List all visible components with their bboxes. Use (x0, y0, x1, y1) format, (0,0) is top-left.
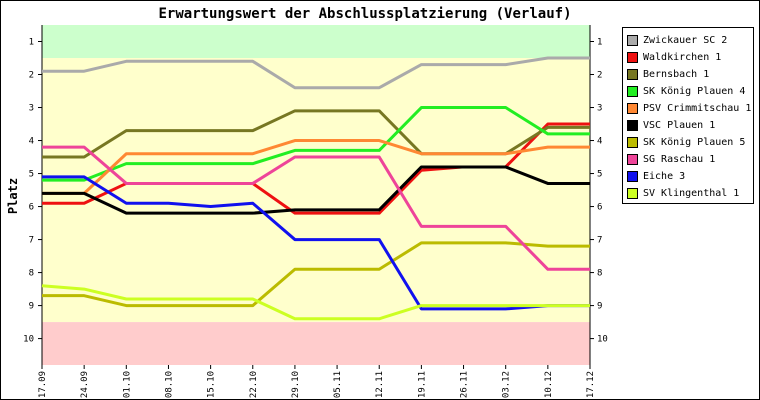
legend-label: Eiche 3 (643, 171, 686, 182)
x-tick-label: 08.10 (164, 371, 174, 398)
legend-item: Bernsbach 1 (627, 66, 709, 83)
legend-swatch (627, 35, 638, 46)
x-tick-label: 12.11 (375, 371, 385, 398)
legend-label: SG Raschau 1 (643, 154, 716, 165)
y-tick-label-right: 6 (597, 203, 602, 213)
y-axis-label: Platz (6, 178, 20, 214)
x-tick-label: 17.09 (38, 371, 48, 398)
x-tick-label: 24.09 (80, 371, 90, 398)
series-lines (41, 56, 590, 321)
plot-background (42, 25, 590, 365)
x-tick-label: 15.10 (207, 371, 217, 398)
band-0 (42, 25, 590, 59)
legend-swatch (627, 86, 638, 97)
legend-swatch (627, 52, 638, 63)
series-line-9 (41, 284, 590, 321)
x-tick-label: 26.11 (460, 371, 470, 398)
y-tick-label-left: 2 (29, 71, 34, 81)
x-tick-label: 03.12 (502, 371, 512, 398)
legend-label: SV Klingenthal 1 (643, 188, 740, 199)
x-tick-label: 17.12 (586, 371, 596, 398)
legend-item: SK König Plauen 5 (627, 134, 745, 151)
series-line-7 (42, 145, 590, 271)
band-2 (42, 322, 590, 365)
legend-label: Zwickauer SC 2 (643, 35, 728, 46)
y-tick-label-right: 3 (597, 104, 602, 114)
y-tick-label-left: 4 (29, 137, 34, 147)
legend-swatch (627, 69, 638, 80)
legend-item: SG Raschau 1 (627, 151, 715, 168)
legend-item: Zwickauer SC 2 (627, 32, 727, 49)
y-tick-label-left: 1 (29, 38, 34, 48)
y-tick-label-right: 2 (597, 71, 602, 81)
y-tick-label-left: 7 (29, 236, 34, 246)
legend-item: SV Klingenthal 1 (627, 185, 739, 202)
band-1 (42, 58, 590, 323)
axes: 1 1 2 2 3 3 4 4 5 5 6 6 7 7 8 8 9 9 10 10 17.09 24.09 01.10 08.… (23, 25, 608, 398)
legend-label: SK König Plauen 5 (643, 137, 746, 148)
y-tick-label-right: 8 (597, 269, 602, 279)
legend-label: Waldkirchen 1 (643, 52, 722, 63)
x-tick-label: 29.10 (291, 371, 301, 398)
legend-item: Eiche 3 (627, 168, 685, 185)
legend-swatch (627, 103, 638, 114)
x-tick-label: 19.11 (417, 371, 427, 398)
y-tick-label-right: 9 (597, 302, 602, 312)
legend-label: PSV Crimmitschau 1 (643, 103, 752, 114)
y-tick-label-left: 9 (29, 302, 34, 312)
y-tick-label-left: 5 (29, 170, 34, 180)
legend-swatch (627, 120, 638, 131)
x-tick-label: 22.10 (249, 371, 259, 398)
legend-item: PSV Crimmitschau 1 (627, 100, 751, 117)
legend-swatch (627, 188, 638, 199)
series-line-0 (42, 56, 590, 90)
y-tick-label-left: 3 (29, 104, 34, 114)
y-tick-label-right: 4 (597, 137, 602, 147)
legend-item: SK König Plauen 4 (627, 83, 745, 100)
series-line-3 (42, 106, 590, 182)
x-tick-label: 10.12 (544, 371, 554, 398)
legend-swatch (627, 154, 638, 165)
series-line-4 (42, 139, 590, 195)
legend-label: SK König Plauen 4 (643, 86, 746, 97)
y-tick-label-left: 8 (29, 269, 34, 279)
legend-label: Bernsbach 1 (643, 69, 710, 80)
series-line-8 (42, 175, 590, 311)
y-tick-label-left: 6 (29, 203, 34, 213)
legend-swatch (627, 171, 638, 182)
y-tick-label-right: 1 (597, 38, 602, 48)
legend: Zwickauer SC 2 Waldkirchen 1 Bernsbach 1 SK… (622, 27, 754, 204)
y-tick-label-left: 10 (23, 335, 34, 345)
legend-label: VSC Plauen 1 (643, 120, 716, 131)
x-tick-label: 05.11 (333, 371, 343, 398)
series-line-6 (42, 241, 590, 308)
y-tick-label-right: 5 (597, 170, 602, 180)
legend-item: VSC Plauen 1 (627, 117, 715, 134)
series-line-5 (42, 165, 590, 215)
y-tick-label-right: 7 (597, 236, 602, 246)
chart-title: Erwartungswert der Abschlussplatzierung … (158, 6, 571, 22)
legend-swatch (627, 137, 638, 148)
legend-item: Waldkirchen 1 (627, 49, 721, 66)
x-tick-label: 01.10 (122, 371, 132, 398)
y-tick-label-right: 10 (597, 335, 608, 345)
